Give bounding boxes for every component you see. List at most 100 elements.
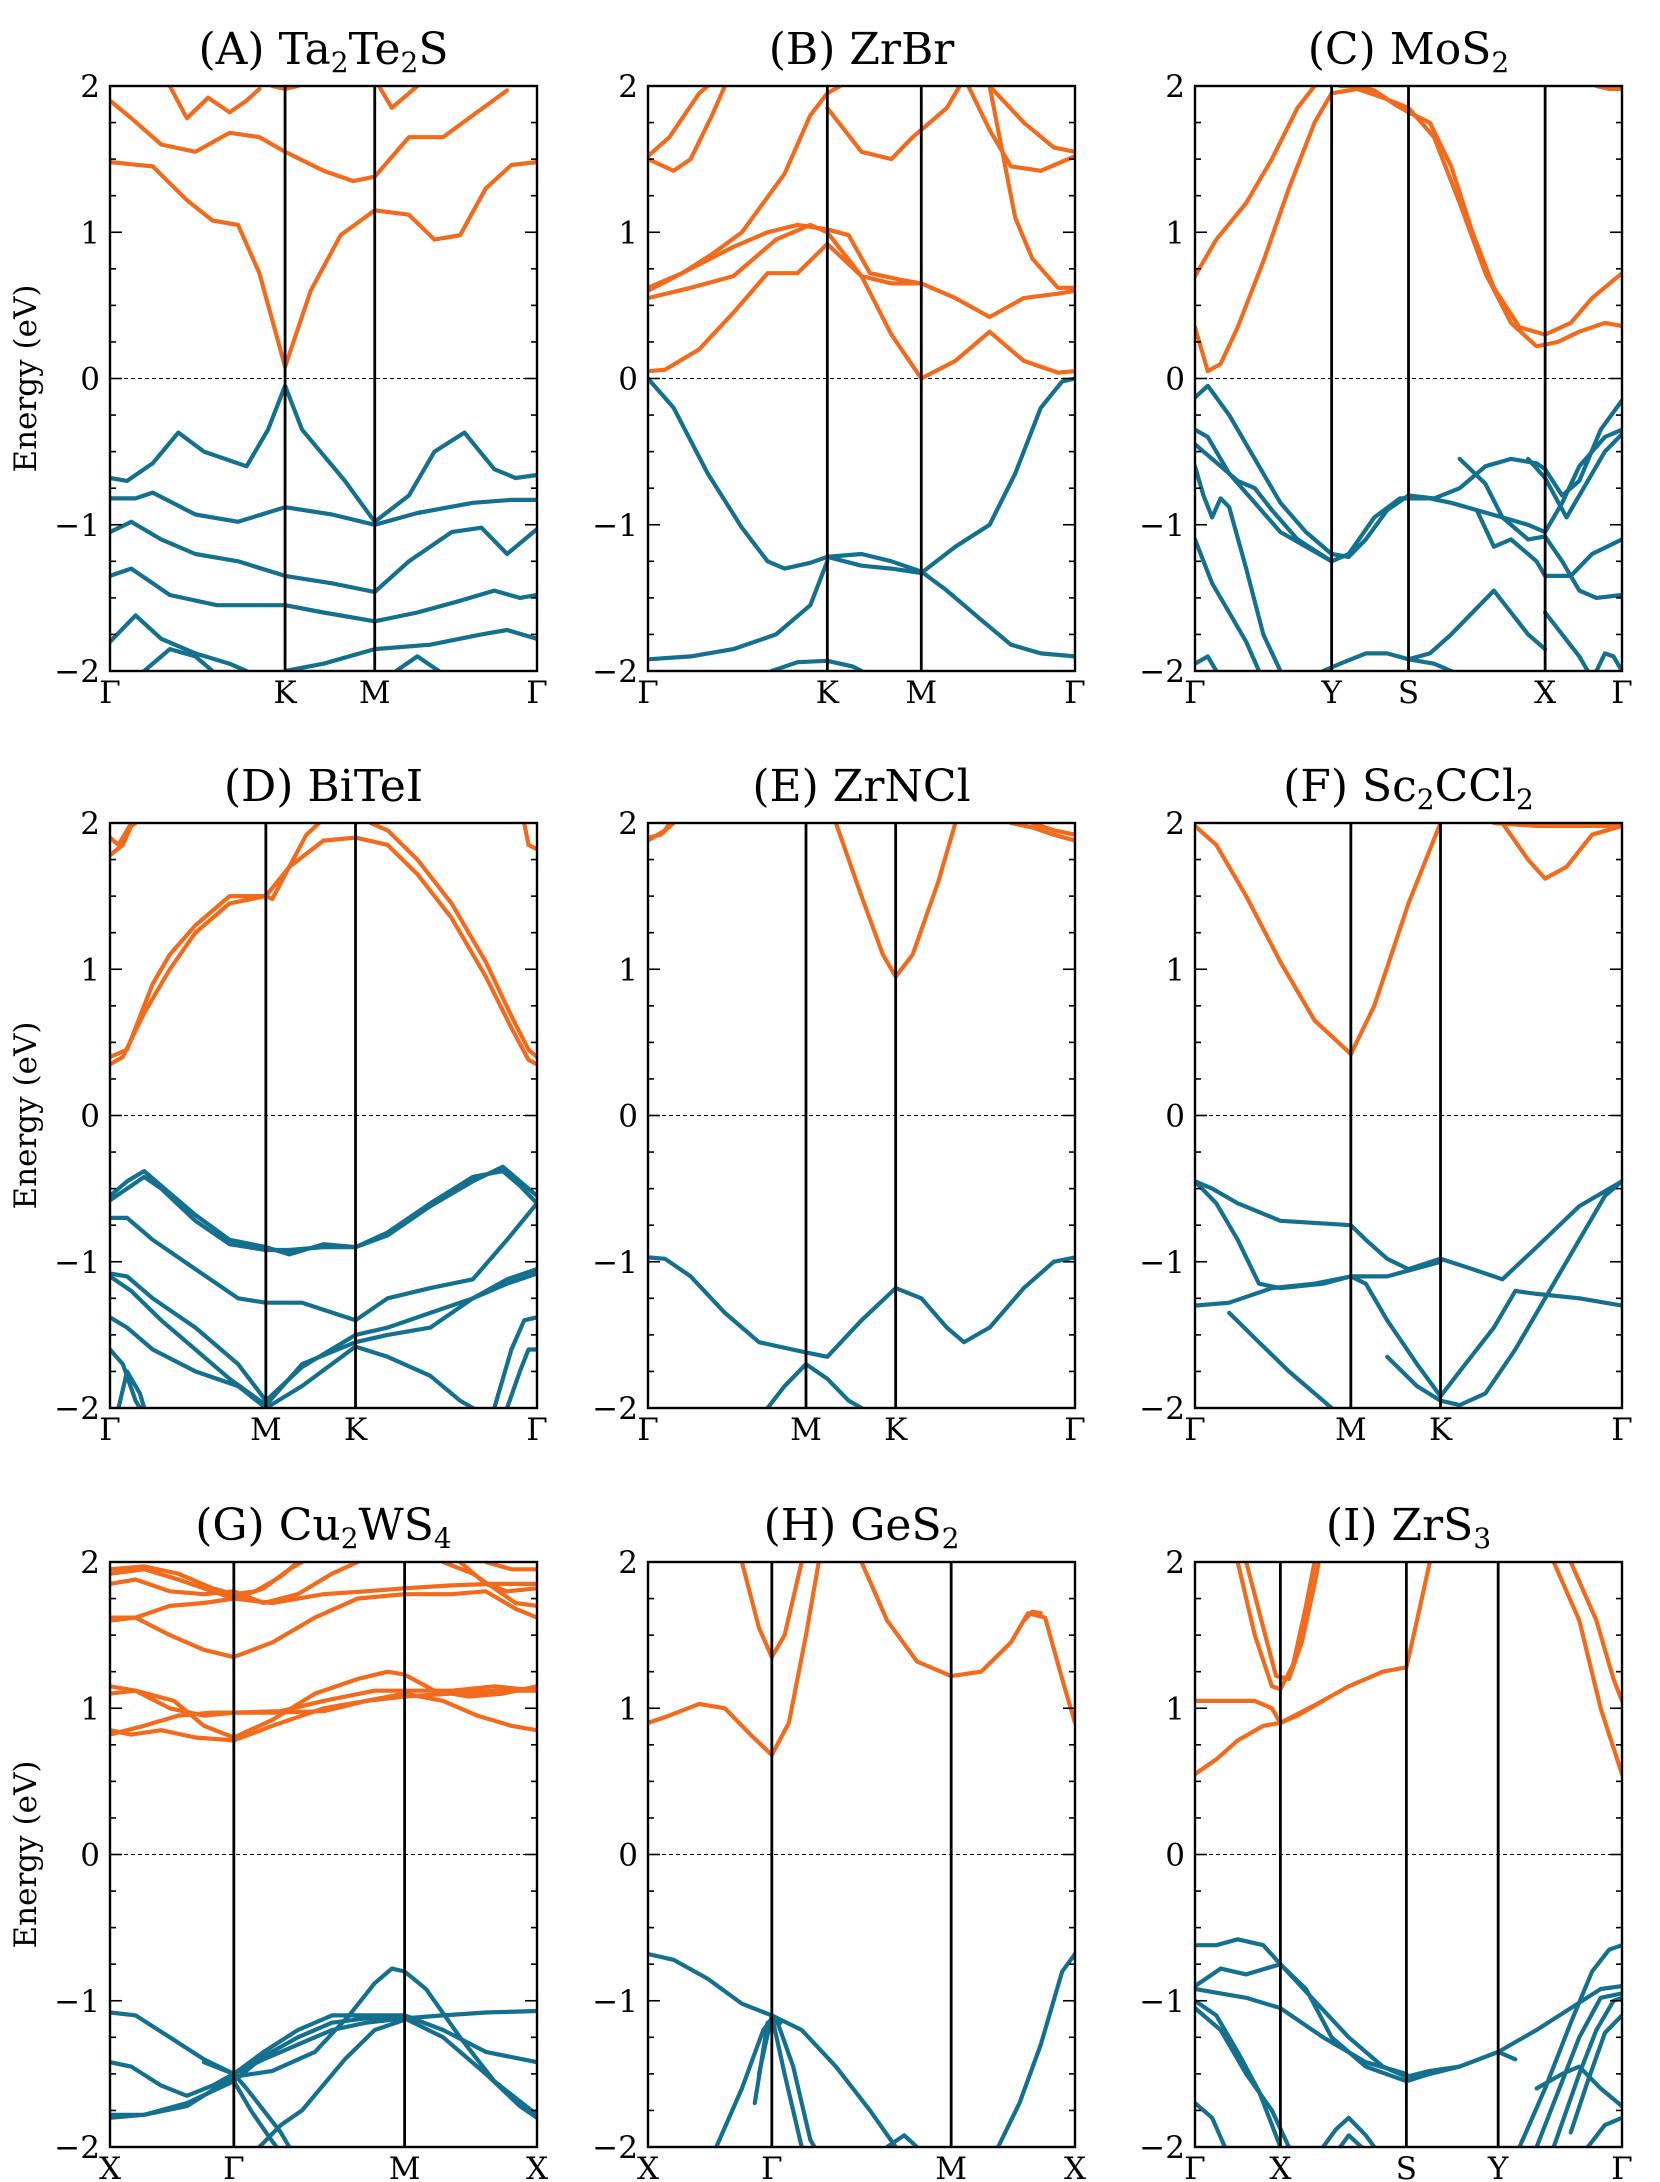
panel-title: (D) BiTeI xyxy=(224,761,423,812)
y-tick-label: 0 xyxy=(618,362,638,398)
y-tick-label: 2 xyxy=(618,806,638,842)
y-tick-label: 2 xyxy=(1165,69,1185,105)
valence-band-7 xyxy=(1406,657,1454,671)
x-tick-label: Γ xyxy=(1184,2151,1206,2182)
y-tick-label: −1 xyxy=(592,508,638,544)
conduction-band-3 xyxy=(1244,1562,1321,1682)
band-panel-8: (I) ZrS3 −2 −1 0 1 2 Γ X S Y Γ xyxy=(1139,1500,1632,2182)
x-tick-label: Γ xyxy=(1184,675,1206,711)
x-tick-label: K xyxy=(1429,1412,1453,1448)
conduction-band-4 xyxy=(376,86,420,110)
conduction-band-2 xyxy=(110,1669,537,1740)
y-axis-label: Energy (eV) xyxy=(8,1022,44,1210)
x-tick-label: X xyxy=(1269,2151,1291,2182)
x-tick-label: X xyxy=(1064,2151,1086,2182)
valence-band-1 xyxy=(110,490,537,527)
conduction-band-2 xyxy=(368,823,537,1060)
valence-band-7 xyxy=(1338,2133,1364,2147)
valence-band-0 xyxy=(648,1255,1075,1359)
valence-band-6 xyxy=(257,2017,407,2147)
y-tick-label: −2 xyxy=(592,654,638,690)
conduction-band-5 xyxy=(1568,1562,1622,1703)
y-tick-label: −2 xyxy=(1139,2130,1185,2166)
valence-band-10 xyxy=(1551,1995,1622,2147)
x-tick-label: M xyxy=(935,2151,967,2182)
valence-band-5 xyxy=(142,647,215,671)
y-tick-label: −1 xyxy=(54,1245,100,1281)
valence-band-8 xyxy=(116,1369,147,1408)
band-panel-3: (D) BiTeI −2 −1 0 1 2 Γ M K Γ Energy (eV) xyxy=(8,761,548,1448)
x-tick-label: S xyxy=(1398,675,1419,711)
conduction-band-7 xyxy=(966,86,1075,173)
x-tick-label: S xyxy=(1396,2151,1417,2182)
x-tick-label: Γ xyxy=(1611,1412,1633,1448)
valence-band-1 xyxy=(110,1169,537,1253)
valence-band-7 xyxy=(110,1347,142,1408)
y-tick-label: 1 xyxy=(80,1691,100,1727)
valence-band-2 xyxy=(110,2016,537,2120)
y-tick-label: 0 xyxy=(80,1099,100,1135)
y-tick-label: 2 xyxy=(80,806,100,842)
x-tick-label: X xyxy=(1534,675,1556,711)
valence-band-9 xyxy=(1534,1991,1622,2147)
x-tick-label: M xyxy=(359,675,391,711)
valence-band-0 xyxy=(110,1164,537,1257)
x-tick-label: K xyxy=(884,1412,908,1448)
y-tick-label: 1 xyxy=(618,952,638,988)
y-tick-label: −2 xyxy=(54,2130,100,2166)
x-tick-label: Y xyxy=(1487,2151,1509,2182)
band-panel-4: (E) ZrNCl −2 −1 0 1 2 Γ M K Γ xyxy=(592,761,1085,1448)
valence-band-4 xyxy=(1385,1179,1622,1408)
y-tick-label: −1 xyxy=(54,1984,100,2020)
x-tick-label: Γ xyxy=(99,675,121,711)
conduction-band-9 xyxy=(987,86,1075,290)
conduction-band-10 xyxy=(458,1562,537,1594)
valence-band-2 xyxy=(648,559,830,662)
valence-band-6 xyxy=(1321,2115,1377,2147)
x-tick-label: Γ xyxy=(1064,675,1086,711)
valence-band-6 xyxy=(263,1344,475,1408)
x-tick-label: Γ xyxy=(1184,1412,1206,1448)
conduction-band-3 xyxy=(1008,823,1075,843)
x-tick-label: X xyxy=(99,2151,121,2182)
x-tick-label: Γ xyxy=(761,2151,783,2182)
x-tick-label: Γ xyxy=(99,1412,121,1448)
panel-title: (E) ZrNCl xyxy=(752,761,970,812)
valence-band-7 xyxy=(394,654,441,671)
conduction-band-3 xyxy=(1021,1609,1043,1623)
conduction-band-4 xyxy=(1551,1562,1622,1777)
valence-band-4 xyxy=(110,613,249,671)
band-panel-5: (F) Sc2CCl2 −2 −1 0 1 2 Γ M K Γ xyxy=(1139,761,1632,1448)
y-tick-label: 0 xyxy=(1165,362,1185,398)
y-tick-label: 1 xyxy=(80,952,100,988)
y-tick-label: −2 xyxy=(592,2130,638,2166)
conduction-band-0 xyxy=(648,1562,821,1758)
valence-band-6 xyxy=(1321,588,1548,671)
conduction-band-2 xyxy=(648,823,672,843)
band-panel-0: (A) Ta2Te2S −2 −1 0 1 2 Γ K M Γ Energy (eV) xyxy=(8,24,548,711)
valence-band-5 xyxy=(1195,654,1219,671)
y-tick-label: 1 xyxy=(618,1691,638,1727)
x-tick-label: M xyxy=(389,2151,421,2182)
x-tick-label: M xyxy=(1335,1412,1367,1448)
conduction-band-3 xyxy=(110,823,138,858)
x-tick-label: Γ xyxy=(637,675,659,711)
x-tick-label: Γ xyxy=(1611,2151,1633,2182)
panel-title: (A) Ta2Te2S xyxy=(198,24,448,79)
conduction-band-4 xyxy=(1030,823,1075,837)
conduction-band-4 xyxy=(110,1589,537,1660)
conduction-band-4 xyxy=(110,823,134,847)
x-tick-label: K xyxy=(273,675,297,711)
x-tick-label: Γ xyxy=(223,2151,245,2182)
conduction-band-2 xyxy=(648,222,924,293)
band-panel-1: (B) ZrBr −2 −1 0 1 2 Γ K M Γ xyxy=(592,24,1085,711)
panel-title: (G) Cu2WS4 xyxy=(195,1500,452,1555)
valence-band-5 xyxy=(231,2079,279,2147)
conduction-band-4 xyxy=(648,86,710,159)
valence-band-1 xyxy=(825,551,1075,659)
conduction-band-5 xyxy=(522,823,537,852)
y-tick-label: 0 xyxy=(1165,1099,1185,1135)
valence-band-5 xyxy=(110,1315,268,1408)
valence-band-3 xyxy=(110,566,537,624)
conduction-band-1 xyxy=(1195,86,1317,279)
